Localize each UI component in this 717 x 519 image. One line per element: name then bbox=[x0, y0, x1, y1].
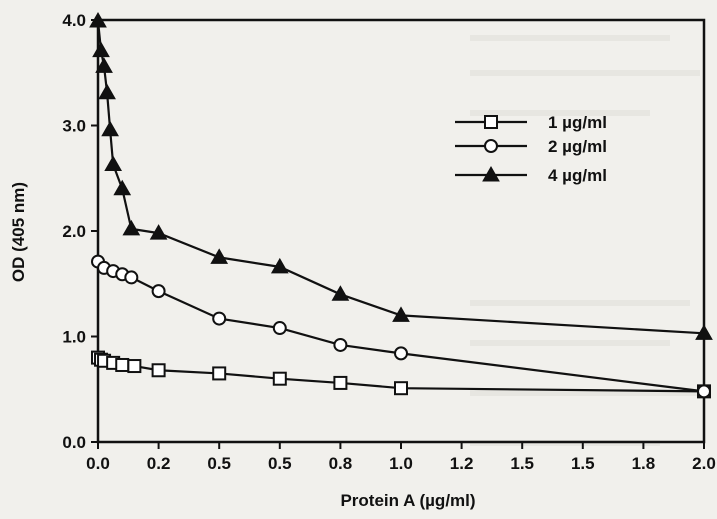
point-triangle-0 bbox=[89, 12, 107, 28]
series-triangle bbox=[89, 12, 713, 340]
point-square-8 bbox=[272, 371, 287, 386]
x-tick-label-10: 2.0 bbox=[692, 454, 716, 473]
series-layer bbox=[89, 12, 713, 399]
y-axis-title: OD (405 nm) bbox=[9, 182, 28, 282]
x-tick-label-8: 1.5 bbox=[571, 454, 595, 473]
point-triangle-5 bbox=[104, 155, 123, 172]
point-circle-10 bbox=[697, 384, 711, 399]
x-tick-label-6: 1.2 bbox=[450, 454, 474, 473]
legend-item-triangle: 4 µg/ml bbox=[455, 165, 607, 185]
point-triangle-1 bbox=[92, 41, 110, 58]
point-circle-5 bbox=[151, 284, 166, 299]
point-triangle-7 bbox=[122, 219, 141, 236]
x-tick-label-2: 0.5 bbox=[207, 454, 231, 473]
point-circle-7 bbox=[272, 321, 287, 336]
y-tick-label-0: 0.0 bbox=[62, 433, 86, 452]
y-tick-label-2: 2.0 bbox=[62, 222, 86, 241]
legend-marker-triangle bbox=[482, 165, 500, 182]
point-circle-6 bbox=[212, 311, 227, 326]
ticks: 0.0 0.2 0.5 0.5 0.8 1.0 1.2 1.5 1.5 1.8 2.0 0.0 1.0 2… bbox=[62, 11, 715, 473]
point-square-5 bbox=[127, 359, 142, 374]
legend: 1 µg/ml 2 µg/ml 4 µg/ml bbox=[455, 113, 607, 185]
point-triangle-3 bbox=[98, 83, 116, 100]
point-triangle-10 bbox=[270, 257, 289, 274]
x-tick-label-9: 1.8 bbox=[632, 454, 656, 473]
point-triangle-2 bbox=[95, 57, 113, 73]
point-triangle-12 bbox=[392, 306, 410, 322]
point-triangle-13 bbox=[695, 324, 713, 340]
point-square-7 bbox=[212, 366, 227, 381]
x-tick-label-4: 0.8 bbox=[329, 454, 353, 473]
point-circle-8 bbox=[333, 337, 348, 352]
point-square-4 bbox=[115, 357, 130, 372]
y-tick-label-1: 1.0 bbox=[62, 328, 86, 347]
x-tick-label-7: 1.5 bbox=[510, 454, 534, 473]
x-tick-label-1: 0.2 bbox=[147, 454, 171, 473]
point-square-6 bbox=[151, 363, 166, 378]
legend-label-circle: 2 µg/ml bbox=[548, 137, 607, 156]
point-triangle-4 bbox=[101, 120, 119, 137]
point-triangle-9 bbox=[210, 248, 229, 264]
y-tick-label-3: 3.0 bbox=[62, 117, 86, 136]
point-triangle-6 bbox=[113, 179, 132, 196]
y-tick-label-4: 4.0 bbox=[62, 11, 86, 30]
x-tick-label-0: 0.0 bbox=[86, 454, 110, 473]
point-square-10 bbox=[394, 381, 408, 396]
legend-item-square: 1 µg/ml bbox=[455, 113, 607, 132]
legend-label-square: 1 µg/ml bbox=[548, 113, 607, 132]
point-triangle-8 bbox=[149, 224, 168, 240]
point-square-9 bbox=[333, 375, 348, 390]
legend-marker-circle bbox=[484, 139, 498, 153]
x-tick-label-5: 1.0 bbox=[389, 454, 413, 473]
legend-label-triangle: 4 µg/ml bbox=[548, 166, 607, 185]
point-triangle-11 bbox=[331, 285, 350, 301]
legend-item-circle: 2 µg/ml bbox=[455, 137, 607, 156]
x-axis-title: Protein A (µg/ml) bbox=[340, 491, 475, 510]
point-circle-4 bbox=[124, 270, 139, 285]
point-circle-9 bbox=[394, 346, 408, 361]
x-tick-label-3: 0.5 bbox=[268, 454, 292, 473]
legend-marker-square bbox=[484, 115, 498, 129]
series-circle bbox=[91, 254, 711, 399]
